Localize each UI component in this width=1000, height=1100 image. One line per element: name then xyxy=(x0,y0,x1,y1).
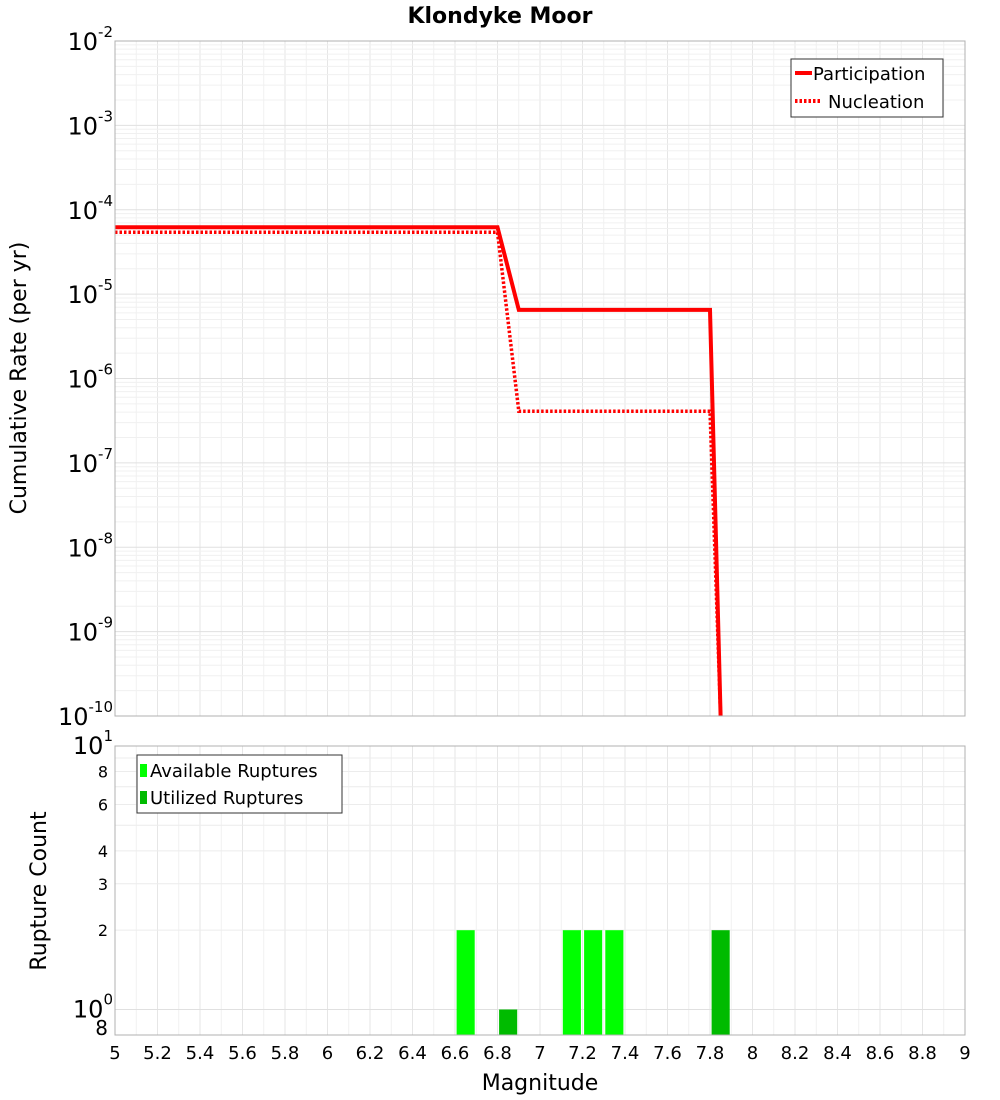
bottom-y-tick-label: 8 xyxy=(98,763,108,782)
x-tick-label: 7.8 xyxy=(696,1043,725,1064)
legend-available-swatch xyxy=(140,764,147,777)
x-tick-label: 5 xyxy=(109,1043,120,1064)
bottom-y-axis-label: Rupture Count xyxy=(27,811,52,971)
x-tick-label: 8.4 xyxy=(823,1043,852,1064)
x-tick-label: 6.6 xyxy=(441,1043,470,1064)
x-tick-label: 7.2 xyxy=(568,1043,597,1064)
x-tick-label: 8.8 xyxy=(908,1043,937,1064)
x-tick-label: 5.8 xyxy=(271,1043,300,1064)
bottom-bars xyxy=(456,930,730,1035)
bar-available-ruptures xyxy=(562,930,581,1035)
bottom-y-tick-label: 101 xyxy=(73,727,113,760)
x-tick-label: 7.6 xyxy=(653,1043,682,1064)
x-tick-label: 6 xyxy=(322,1043,333,1064)
legend-available-label: Available Ruptures xyxy=(150,761,318,782)
top-y-axis-label: Cumulative Rate (per yr) xyxy=(7,242,32,515)
bottom-y-tick-label: 6 xyxy=(98,795,108,814)
top-y-tick-label: 10-2 xyxy=(67,23,113,56)
x-tick-label: 6.2 xyxy=(356,1043,385,1064)
bar-available-ruptures xyxy=(456,930,475,1035)
top-gridlines xyxy=(114,41,966,717)
legend-utilized-swatch xyxy=(140,791,147,804)
x-tick-label: 8.6 xyxy=(866,1043,895,1064)
series-line-nucleation xyxy=(115,230,723,717)
x-tick-label: 5.6 xyxy=(228,1043,257,1064)
top-y-tick-label: 10-9 xyxy=(67,614,113,647)
chart-title: Klondyke Moor xyxy=(407,4,592,29)
bottom-y-tick-label: 3 xyxy=(98,875,108,894)
x-tick-label: 7.4 xyxy=(611,1043,640,1064)
top-plot-border xyxy=(114,40,966,717)
bar-available-ruptures xyxy=(605,930,624,1035)
bar-utilized-ruptures xyxy=(499,1009,518,1035)
top-y-tick-label: 10-6 xyxy=(67,361,113,394)
bottom-y-tick-label: 100 xyxy=(73,990,113,1023)
x-tick-label: 5.2 xyxy=(143,1043,172,1064)
x-tick-label: 8 xyxy=(747,1043,758,1064)
series-line-participation xyxy=(115,225,723,717)
top-y-tick-label: 10-4 xyxy=(67,192,113,225)
x-tick-label: 9 xyxy=(959,1043,970,1064)
bottom-y-tick-label: 8 xyxy=(95,1016,108,1040)
x-axis-label: Magnitude xyxy=(482,1071,599,1096)
cumulative-rate-plot: 10-2 10-3 10-4 10-5 10-6 10-7 10-8 10-9 10-10 Cu… xyxy=(7,23,966,731)
x-tick-label: 8.2 xyxy=(781,1043,810,1064)
top-y-tick-label: 10-7 xyxy=(67,445,113,478)
x-tick-label: 7 xyxy=(534,1043,545,1064)
x-tick-label: 6.4 xyxy=(398,1043,427,1064)
top-legend-box xyxy=(790,58,944,118)
top-y-tick-label: 10-3 xyxy=(67,107,113,140)
top-series xyxy=(115,225,723,717)
bottom-legend-box xyxy=(136,754,343,814)
bar-utilized-ruptures xyxy=(711,930,730,1035)
bottom-y-tick-label: 2 xyxy=(98,921,108,940)
x-tick-label: 5.4 xyxy=(186,1043,215,1064)
bar-available-ruptures xyxy=(584,930,603,1035)
x-tick-labels: 5 5.2 5.4 5.6 5.8 6 6.2 6.4 6.6 6.8 7 7.2 7.4 7.6 7.8 8… xyxy=(109,1043,970,1064)
bottom-legend: Available Ruptures Utilized Ruptures xyxy=(136,754,343,814)
top-legend: Participation Nucleation xyxy=(790,58,944,118)
legend-participation-label: Participation xyxy=(813,64,925,85)
bottom-y-tick-label: 4 xyxy=(98,842,108,861)
top-y-tick-label: 10-5 xyxy=(67,276,113,309)
legend-utilized-label: Utilized Ruptures xyxy=(150,788,303,809)
top-y-tick-label: 10-8 xyxy=(67,529,113,562)
x-tick-label: 6.8 xyxy=(483,1043,512,1064)
top-y-tick-label: 10-10 xyxy=(58,698,113,731)
bottom-plot-border xyxy=(114,745,966,1036)
top-y-tick-labels: 10-2 10-3 10-4 10-5 10-6 10-7 10-8 10-9 10-10 xyxy=(58,23,113,731)
legend-nucleation-label: Nucleation xyxy=(828,92,924,113)
